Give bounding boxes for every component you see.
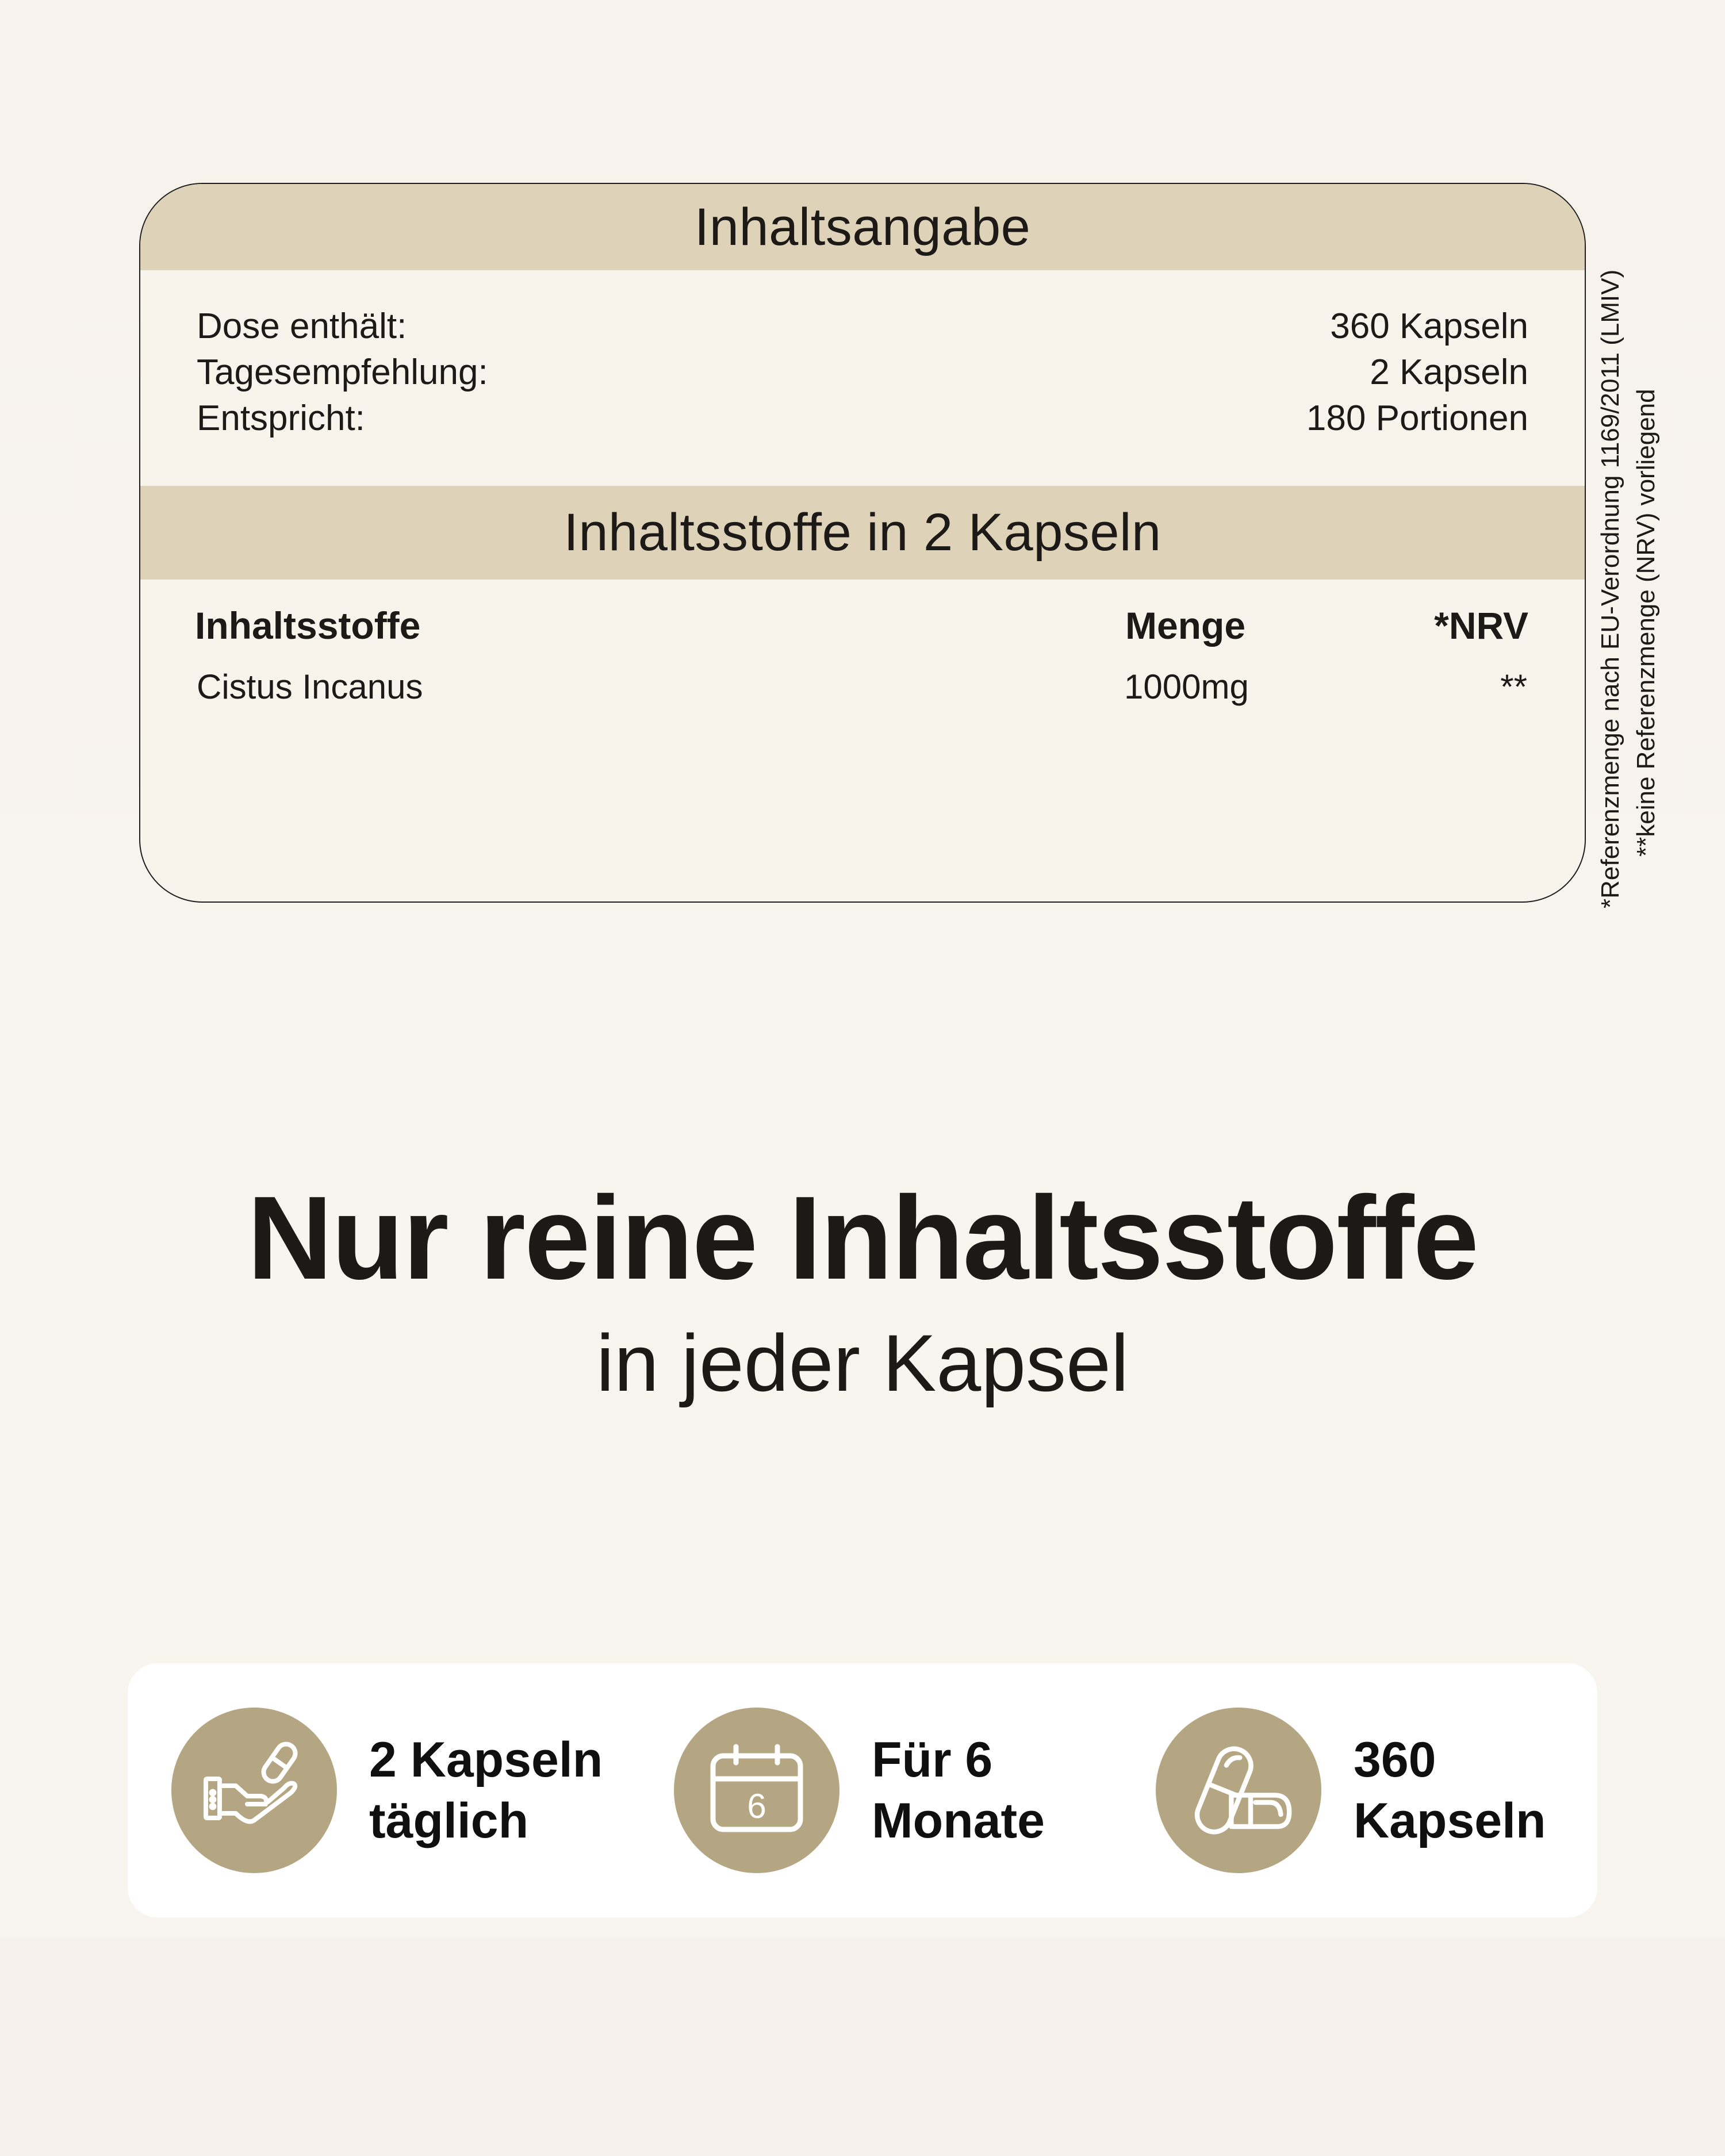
section-title-contents: Inhaltsangabe bbox=[694, 197, 1031, 256]
section-header-ingredients: Inhaltsstoffe in 2 Kapseln bbox=[140, 486, 1585, 580]
summary-row-portions: Entspricht: 180 Portionen bbox=[197, 398, 1528, 439]
footnotes: *Referenzmenge nach EU-Verordnung 1169/2… bbox=[1593, 178, 1664, 908]
column-header-nrv: *NRV bbox=[1434, 604, 1528, 647]
ingredient-amount: 1000mg bbox=[1124, 667, 1249, 706]
headline-title: Nur reine Inhaltsstoffe bbox=[247, 1172, 1479, 1304]
calendar-icon: 6 bbox=[674, 1708, 839, 1873]
svg-text:6: 6 bbox=[747, 1787, 766, 1825]
summary-label: Dose enthält: bbox=[197, 306, 407, 346]
features-bar: 2 Kapseln täglich 6 Für 6 Monate bbox=[128, 1663, 1597, 1917]
section-title-ingredients: Inhaltsstoffe in 2 Kapseln bbox=[564, 503, 1162, 562]
column-header-amount: Menge bbox=[1125, 604, 1246, 647]
summary-value: 360 Kapseln bbox=[1330, 306, 1528, 346]
summary-label: Tagesempfehlung: bbox=[197, 352, 488, 392]
headline-subtitle: in jeder Kapsel bbox=[596, 1318, 1129, 1408]
section-header-contents: Inhaltsangabe bbox=[140, 184, 1585, 270]
feature-label: 2 Kapseln täglich bbox=[369, 1732, 603, 1848]
summary-label: Entspricht: bbox=[197, 398, 365, 438]
ingredient-name: Cistus Incanus bbox=[197, 667, 423, 706]
summary-value: 180 Portionen bbox=[1306, 398, 1528, 438]
column-header-ingredient: Inhaltsstoffe bbox=[195, 604, 421, 647]
feature-capsule-count: 360 Kapseln bbox=[1156, 1663, 1546, 1917]
summary-row-dose: Dose enthält: 360 Kapseln bbox=[197, 306, 1528, 347]
capsules-icon bbox=[1156, 1708, 1321, 1873]
summary-row-daily: Tagesempfehlung: 2 Kapseln bbox=[197, 352, 1528, 393]
hand-capsule-icon bbox=[171, 1708, 337, 1873]
ingredients-card: Inhaltsangabe Dose enthält: 360 Kapseln … bbox=[139, 183, 1586, 903]
feature-daily-dose: 2 Kapseln täglich bbox=[171, 1663, 603, 1917]
summary-value: 2 Kapseln bbox=[1370, 352, 1528, 392]
feature-label: Für 6 Monate bbox=[872, 1732, 1045, 1848]
footnote-nrv: *Referenzmenge nach EU-Verordnung 1169/2… bbox=[1596, 269, 1624, 908]
feature-duration: 6 Für 6 Monate bbox=[674, 1663, 1045, 1917]
footnote-no-nrv: **keine Referenzmenge (NRV) vorliegend bbox=[1632, 389, 1660, 857]
feature-label: 360 Kapseln bbox=[1354, 1732, 1546, 1848]
ingredient-nrv: ** bbox=[1500, 667, 1527, 706]
